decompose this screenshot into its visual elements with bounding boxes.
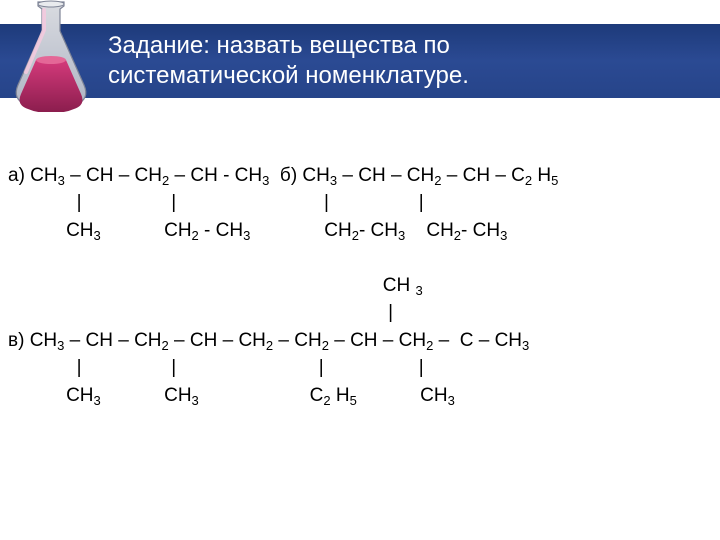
line1: а) CH3 – CH – CH2 – CH - CH3 б) CH3 – CH… (8, 165, 558, 186)
line7: в) CH3 – CH – CH2 – CH – CH2 – CH2 – CH … (8, 330, 529, 351)
chemistry-content: а) CH3 – CH – CH2 – CH - CH3 б) CH3 – CH… (8, 134, 712, 409)
line3: CH3 CH2 - CH3 CH2- CH3 CH2- CH3 (8, 220, 507, 241)
header-bar: Задание: назвать вещества по систематиче… (0, 24, 720, 98)
line5: CH 3 (8, 275, 423, 296)
flask-icon (6, 0, 96, 112)
line6: | (8, 302, 393, 323)
title-line-2: систематической номенклатуре. (108, 62, 469, 89)
slide-title: Задание: назвать вещества по систематиче… (108, 31, 469, 91)
line2: | | | | (8, 192, 424, 213)
line8: | | | | (8, 357, 424, 378)
line9: CH3 CH3 C2 H5 CH3 (8, 385, 455, 406)
title-line-1: Задание: назвать вещества по (108, 32, 450, 59)
